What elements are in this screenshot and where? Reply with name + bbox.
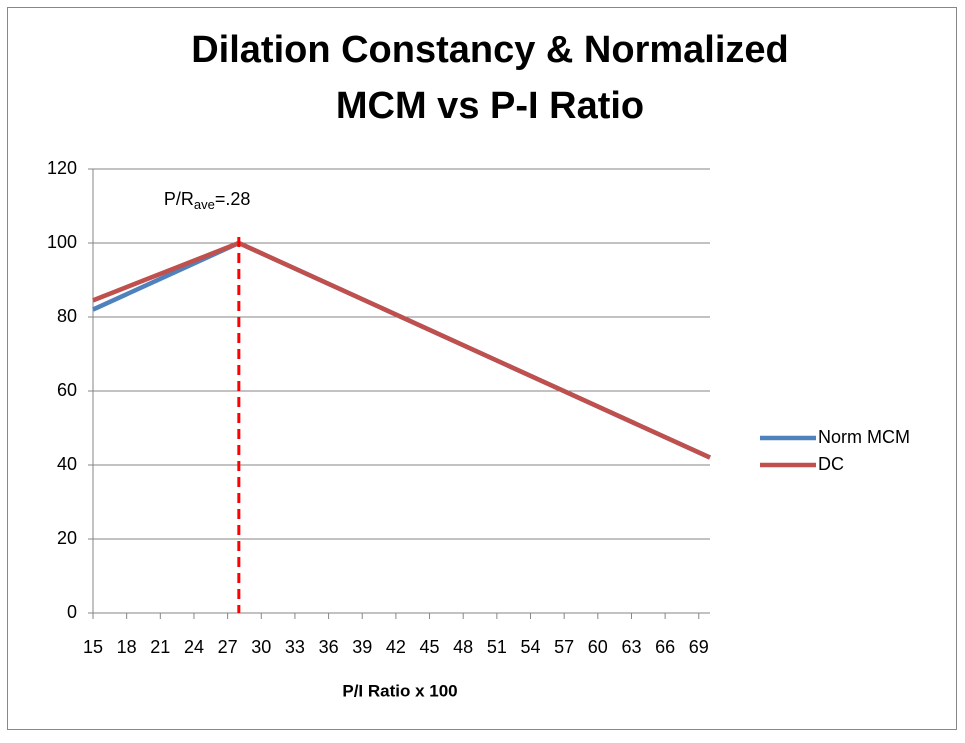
x-tick-label: 33 bbox=[285, 637, 305, 657]
x-tick-label: 39 bbox=[352, 637, 372, 657]
y-tick-label: 80 bbox=[57, 306, 77, 326]
chart-border bbox=[7, 7, 957, 730]
chart-title: MCM vs P-I Ratio bbox=[336, 85, 644, 127]
x-tick-label: 69 bbox=[689, 637, 709, 657]
x-tick-label: 36 bbox=[319, 637, 339, 657]
y-tick-label: 60 bbox=[57, 380, 77, 400]
x-tick-label: 45 bbox=[420, 637, 440, 657]
annotation-label: P/Rave=.28 bbox=[164, 189, 251, 213]
annotation-part: P/R bbox=[164, 189, 194, 209]
x-tick-label: 48 bbox=[453, 637, 473, 657]
y-tick-label: 100 bbox=[47, 232, 77, 252]
x-tick-label: 60 bbox=[588, 637, 608, 657]
x-tick-label: 30 bbox=[251, 637, 271, 657]
chart-title: Dilation Constancy & Normalized bbox=[191, 29, 789, 71]
x-tick-label: 15 bbox=[83, 637, 103, 657]
x-tick-label: 63 bbox=[621, 637, 641, 657]
x-tick-label: 18 bbox=[117, 637, 137, 657]
x-tick-label: 27 bbox=[218, 637, 238, 657]
x-tick-label: 24 bbox=[184, 637, 204, 657]
y-tick-label: 0 bbox=[67, 602, 77, 622]
legend-label: Norm MCM bbox=[818, 427, 910, 447]
annotation-part: =.28 bbox=[215, 189, 251, 209]
legend-label: DC bbox=[818, 454, 844, 474]
y-tick-label: 20 bbox=[57, 528, 77, 548]
x-tick-label: 21 bbox=[150, 637, 170, 657]
y-tick-label: 40 bbox=[57, 454, 77, 474]
x-tick-label: 57 bbox=[554, 637, 574, 657]
annotation-part: ave bbox=[194, 197, 215, 212]
x-tick-label: 66 bbox=[655, 637, 675, 657]
x-tick-label: 51 bbox=[487, 637, 507, 657]
x-tick-label: 54 bbox=[520, 637, 540, 657]
x-axis-label: P/I Ratio x 100 bbox=[342, 681, 457, 700]
x-tick-label: 42 bbox=[386, 637, 406, 657]
y-tick-label: 120 bbox=[47, 158, 77, 178]
